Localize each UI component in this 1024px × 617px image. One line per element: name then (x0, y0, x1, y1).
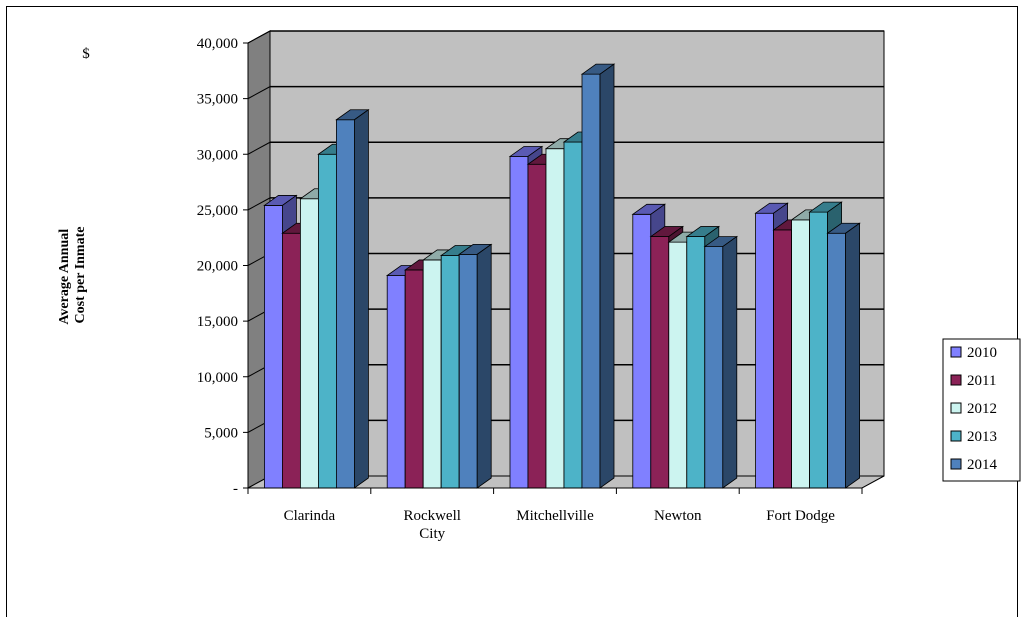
legend-swatch (950, 374, 962, 386)
bar-front (386, 275, 406, 489)
x-category-label-line: Mitchellville (516, 508, 594, 524)
x-category-label: Clarinda (284, 508, 336, 524)
gridline-side (247, 86, 271, 100)
x-category-label: Fort Dodge (766, 508, 835, 524)
bar-front (263, 205, 283, 489)
bar-rockwell-city-2014 (457, 243, 493, 489)
x-category-label-line: City (419, 526, 445, 542)
x-category-label-line: Rockwell (403, 508, 461, 524)
bar-front (281, 232, 301, 489)
gridline-side (247, 197, 271, 211)
legend-swatch (950, 346, 962, 358)
chart-frame (6, 6, 1018, 617)
x-category-label: Mitchellville (516, 508, 594, 524)
bar-front (755, 212, 774, 489)
bar-front (668, 241, 688, 489)
legend-label: 2010 (967, 345, 997, 361)
bar-front (773, 229, 792, 489)
bar-side (353, 108, 369, 489)
unit-label: $ (82, 46, 90, 62)
y-tick-labels: - 5,000 10,000 15,000 20,000 25,000 30,000 35,0… (197, 36, 238, 497)
y-axis-label-line-2: Cost per Inmate (73, 227, 88, 324)
axes (243, 42, 863, 494)
x-category-label: Newton (654, 508, 702, 524)
bar-clarinda-2014 (335, 108, 370, 489)
bar-front (545, 148, 565, 489)
bar-front (440, 255, 460, 489)
x-category-label: Rockwell City (403, 508, 461, 542)
bar-side (476, 243, 492, 489)
x-category-label-line: Clarinda (284, 508, 336, 524)
bar-front (335, 119, 355, 489)
bar-front (791, 219, 810, 489)
y-tick-label: 25,000 (197, 203, 238, 219)
bar-front (809, 211, 828, 489)
bar-front (527, 163, 547, 489)
bar-fort-dodge-2014 (826, 222, 861, 489)
bar-front (422, 259, 442, 489)
bar-front (827, 232, 846, 489)
x-category-label-line: Newton (654, 508, 702, 524)
gridline-side (247, 30, 271, 44)
bar-side (845, 222, 860, 489)
bar-side (722, 235, 738, 489)
bar-front (404, 269, 424, 489)
y-tick-label: 10,000 (197, 370, 238, 386)
y-tick-label: 35,000 (197, 92, 238, 108)
x-category-labels: Clarinda Rockwell City Mitchellville Newton F… (284, 508, 836, 542)
y-tick-label: 40,000 (197, 36, 238, 52)
y-tick-label: - (233, 481, 238, 497)
bar-front (704, 246, 724, 489)
bar-front (509, 156, 529, 489)
bars (263, 63, 861, 489)
legend-label: 2011 (967, 373, 996, 389)
bar-side (599, 63, 615, 489)
y-tick-label: 15,000 (197, 314, 238, 330)
bar-front (632, 213, 652, 489)
bar-mitchellville-2014 (580, 63, 616, 489)
bar-front (458, 253, 478, 489)
legend-swatch (950, 458, 962, 470)
y-axis-label: Average Annual Cost per Inmate (57, 225, 88, 324)
legend-label: 2012 (967, 401, 997, 417)
legend-swatch (950, 430, 962, 442)
gridline-side (247, 141, 271, 155)
y-tick-label: 30,000 (197, 147, 238, 163)
bar-front (581, 73, 601, 489)
legend: 2010 2011 2012 2013 2014 (942, 338, 1021, 482)
bar-newton-2014 (703, 235, 739, 489)
y-tick-label: 5,000 (204, 425, 238, 441)
bar-front (650, 236, 670, 489)
legend-swatch (950, 402, 962, 414)
legend-label: 2014 (967, 457, 998, 473)
bar-front (563, 141, 583, 489)
bar-front (317, 153, 337, 489)
y-axis-label-line-1: Average Annual (57, 229, 72, 325)
y-tick-label: 20,000 (197, 259, 238, 275)
bar-front (299, 198, 319, 489)
x-category-label-line: Fort Dodge (766, 508, 835, 524)
bar-front (686, 236, 706, 489)
legend-label: 2013 (967, 429, 997, 445)
